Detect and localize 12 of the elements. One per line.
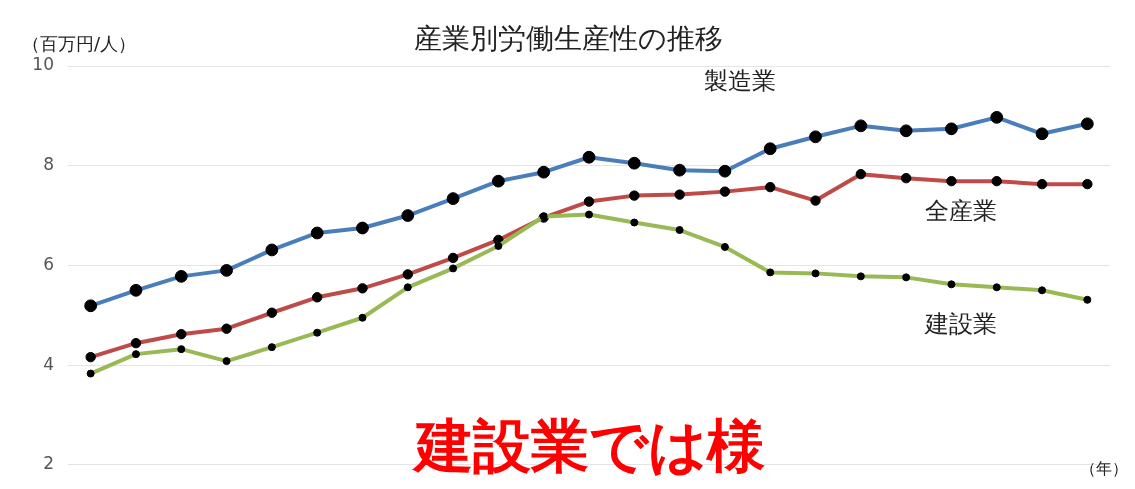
chart-title: 産業別労働生産性の推移: [413, 22, 723, 55]
y-tick-label: 4: [43, 353, 54, 374]
text: 製造業: [704, 66, 777, 95]
series-label: 建設業: [924, 310, 998, 339]
series-label: 全産業: [925, 197, 998, 226]
x-axis-title: （年）: [1080, 459, 1128, 478]
y-tick-label: 8: [43, 154, 54, 175]
y-tick-label: 6: [43, 253, 54, 274]
y-tick-label: 10: [32, 54, 54, 75]
y-axis-title: （百万円/人）: [22, 33, 137, 54]
annotation: 建設業では様: [411, 412, 765, 480]
y-tick-label: 2: [43, 453, 54, 474]
